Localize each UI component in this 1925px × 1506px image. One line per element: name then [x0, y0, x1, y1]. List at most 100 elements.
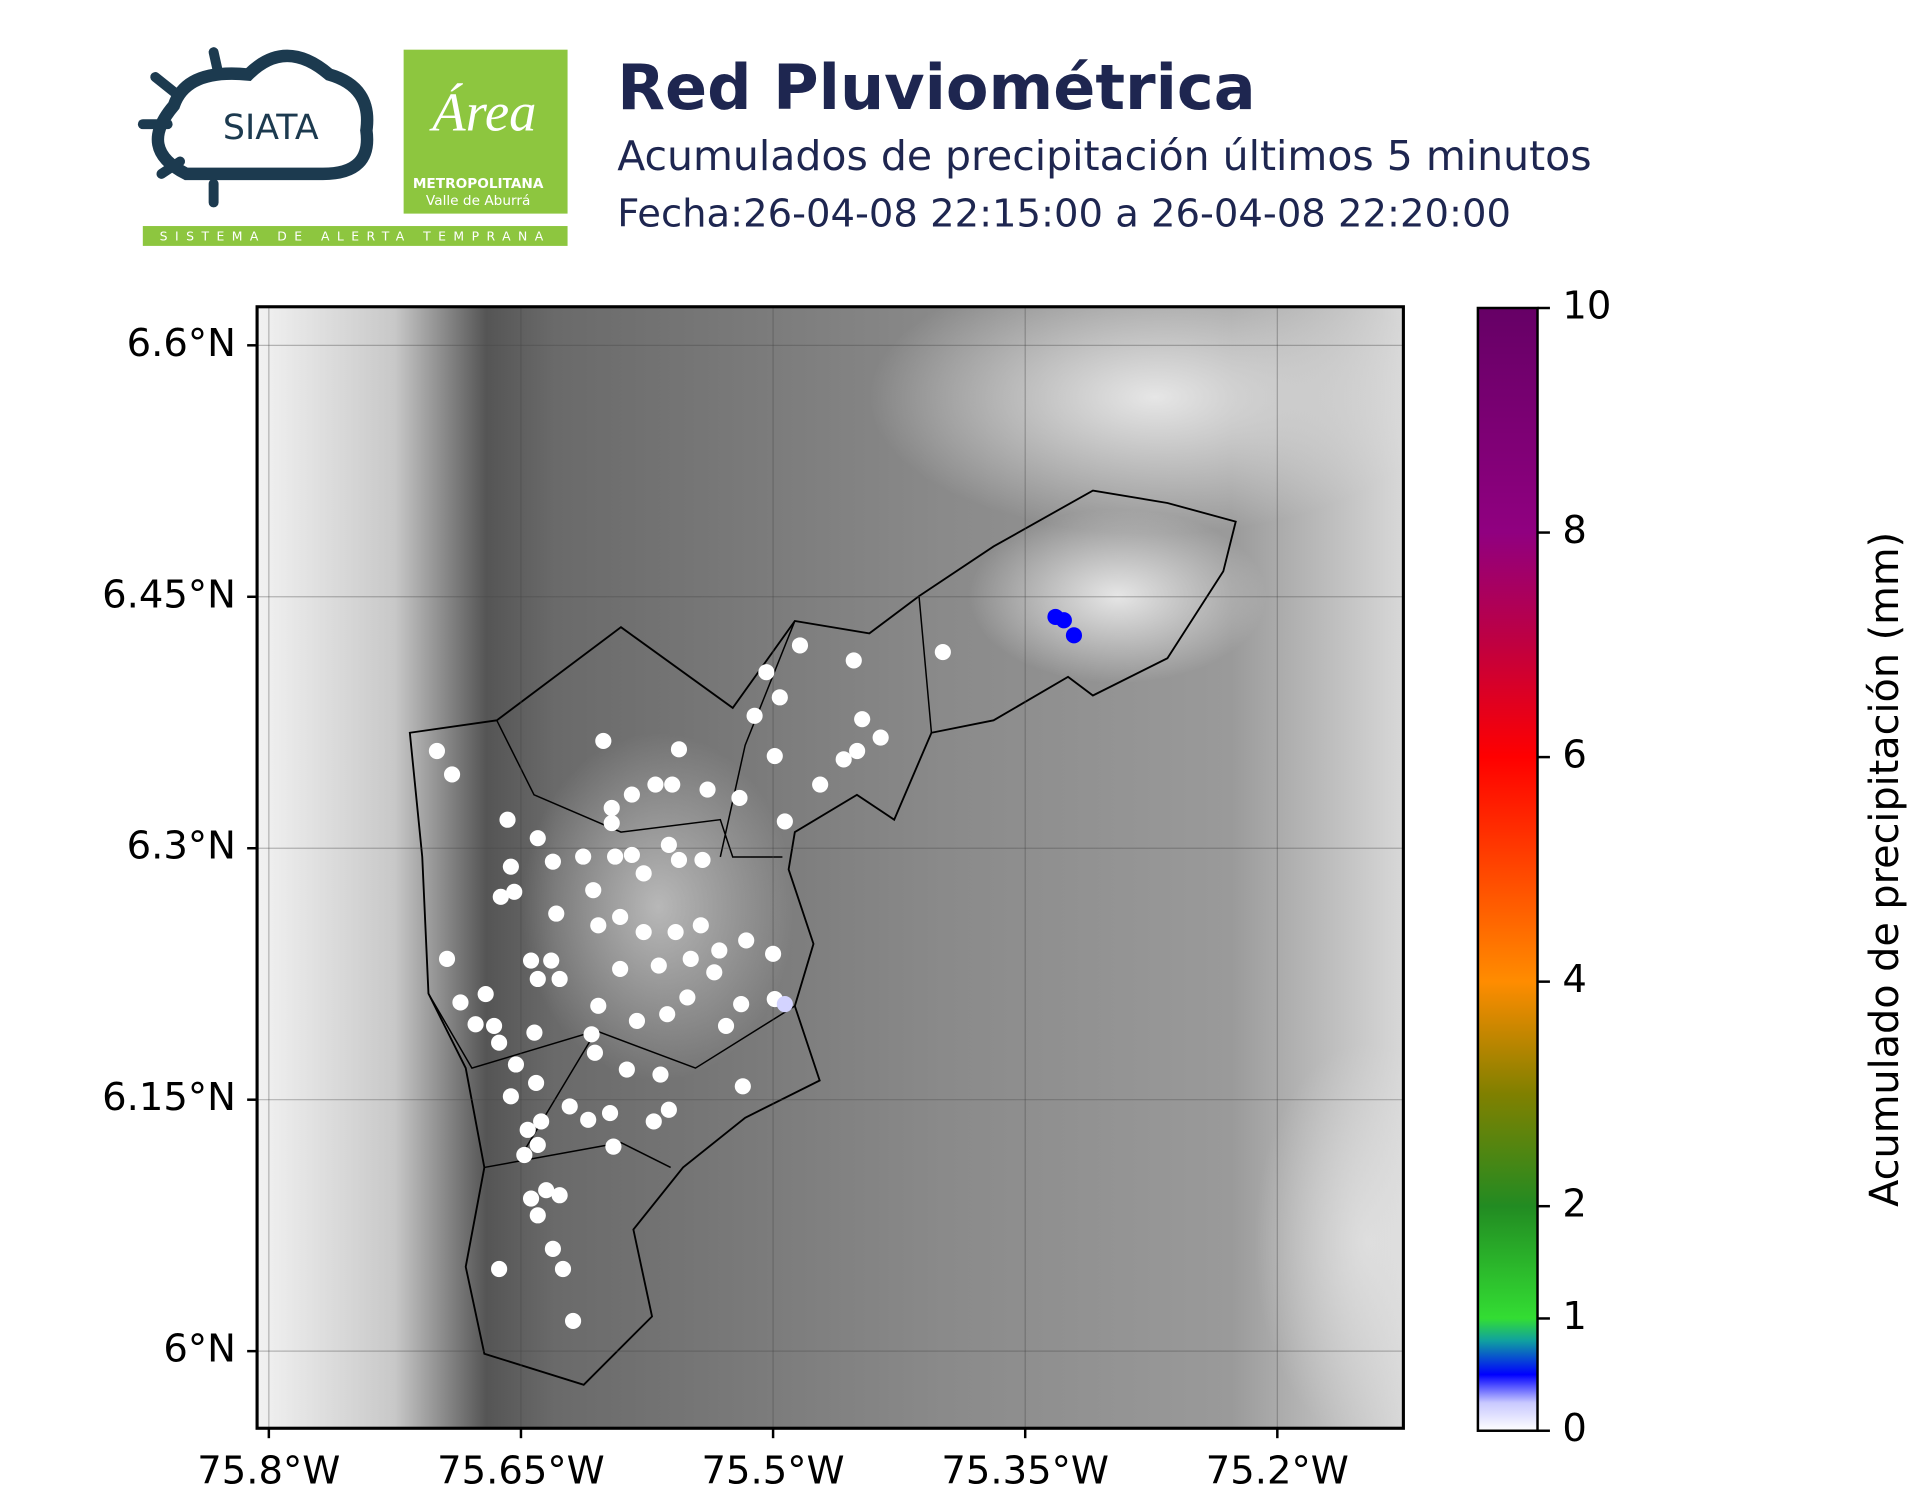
station: [660, 1101, 677, 1118]
station: [647, 776, 664, 793]
station: [664, 776, 681, 793]
station: [717, 1017, 735, 1034]
station: [733, 996, 750, 1013]
station: [492, 888, 509, 905]
station: [516, 1146, 533, 1164]
station: [499, 811, 516, 828]
station: [529, 830, 546, 847]
station: [650, 957, 667, 974]
x-tick-label: 75.8°W: [197, 1448, 340, 1493]
station: [766, 747, 783, 765]
station: [660, 836, 677, 853]
station: [670, 741, 688, 758]
station: [738, 932, 755, 949]
station: [575, 848, 592, 865]
station: [645, 1113, 662, 1130]
station: [533, 1113, 550, 1130]
station: [538, 1182, 555, 1199]
station: [776, 996, 793, 1013]
colorbar-tick-label: 1: [1562, 1294, 1586, 1339]
station: [519, 1121, 536, 1138]
station: [554, 1260, 572, 1278]
station: [580, 1111, 597, 1128]
colorbar-tick-label: 8: [1562, 508, 1586, 553]
station: [543, 952, 560, 969]
plot-frame: [255, 305, 1405, 1430]
logo-text: SIATA: [223, 108, 319, 148]
x-tick-label: 75.65°W: [437, 1448, 605, 1493]
station: [812, 776, 829, 793]
station: [607, 848, 624, 865]
station: [601, 1105, 619, 1122]
station: [699, 781, 716, 798]
x-tick-label: 75.35°W: [941, 1448, 1109, 1493]
station: [618, 1061, 635, 1078]
station: [706, 964, 723, 981]
logo-text: SISTEMA DE ALERTA TEMPRANA: [160, 229, 551, 244]
station: [452, 994, 469, 1011]
colorbar-label: Acumulado de precipitación (mm): [1862, 532, 1908, 1207]
station: [564, 1312, 582, 1330]
station: [561, 1098, 578, 1115]
station: [603, 799, 620, 817]
station: [872, 729, 889, 746]
station: [791, 637, 809, 654]
station: [659, 1006, 676, 1023]
station: [628, 1012, 646, 1029]
siata-logo: SIATA: [137, 47, 374, 208]
title: Red Pluviométrica: [617, 51, 1255, 124]
station: [849, 742, 866, 760]
station: [491, 1260, 508, 1278]
station: [731, 789, 748, 807]
station: [428, 742, 445, 760]
station: [758, 664, 775, 681]
station: [835, 751, 852, 768]
station: [491, 1034, 508, 1051]
station: [854, 711, 871, 728]
x-tick-label: 75.2°W: [1206, 1448, 1349, 1493]
boundary: [408, 489, 1237, 1386]
station: [438, 950, 456, 967]
colorbar: [1476, 306, 1539, 1432]
station: [477, 986, 494, 1003]
station: [746, 707, 763, 724]
station: [605, 1138, 622, 1155]
terrain: [257, 306, 1404, 1429]
station: [771, 689, 788, 706]
area-logo: Área METROPOLITANA Valle de Aburrá SISTE…: [142, 49, 568, 246]
station: [711, 942, 728, 959]
station: [652, 1066, 669, 1083]
station: [1055, 612, 1072, 629]
station: [623, 786, 640, 803]
station: [635, 923, 652, 941]
colorbar-tick-label: 10: [1562, 284, 1611, 329]
station: [522, 1190, 540, 1207]
station: [590, 917, 607, 934]
colorbar-tick-label: 2: [1562, 1182, 1586, 1227]
station: [585, 882, 602, 899]
station: [667, 923, 684, 941]
station: [544, 853, 561, 870]
station: [502, 1088, 519, 1105]
station: [612, 908, 629, 926]
colorbar-tick-label: 6: [1562, 733, 1586, 778]
station: [682, 950, 699, 967]
y-tick-label: 6.3°N: [127, 824, 236, 869]
station: [694, 851, 711, 869]
station: [502, 858, 519, 875]
station: [551, 970, 568, 988]
stations: [428, 608, 1083, 1330]
station: [692, 917, 709, 934]
station: [551, 1187, 568, 1204]
station: [1065, 627, 1083, 644]
station: [734, 1078, 751, 1095]
station: [612, 960, 629, 978]
station: [934, 644, 951, 661]
station: [635, 865, 652, 882]
station: [623, 846, 640, 864]
station: [506, 883, 523, 900]
station: [603, 815, 620, 832]
station: [583, 1026, 600, 1043]
colorbar-tick-label: 4: [1562, 957, 1586, 1002]
